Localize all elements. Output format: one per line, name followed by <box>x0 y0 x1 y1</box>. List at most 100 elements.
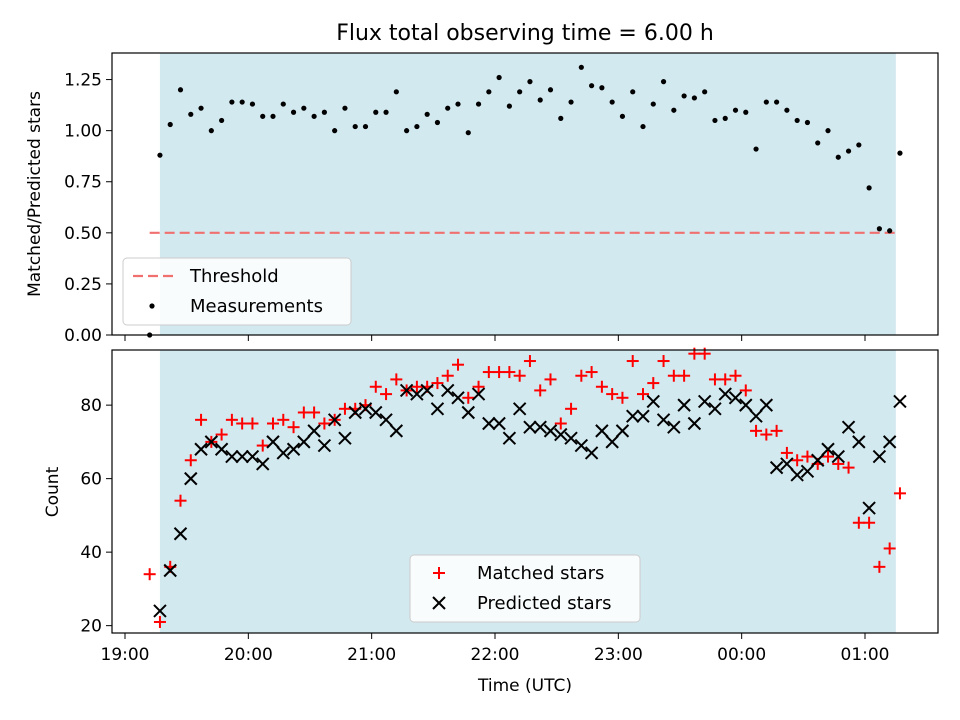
predicted-star-point <box>739 398 753 412</box>
measurement-point <box>475 101 482 107</box>
measurement-point <box>825 128 831 134</box>
predicted-star-point <box>482 416 496 431</box>
predicted-marker-b <box>636 409 650 423</box>
predicted-marker-b <box>245 449 260 464</box>
predicted-marker-b <box>430 402 445 416</box>
measurement-point <box>527 79 533 85</box>
predicted-marker-b <box>739 398 753 412</box>
matched-star-point <box>441 369 454 382</box>
matched-star-point <box>575 369 588 382</box>
predicted-marker-b <box>338 431 352 445</box>
legend-matched-label: Matched stars <box>477 563 604 584</box>
matched-star-point <box>822 450 834 463</box>
predicted-marker-b <box>173 527 188 541</box>
measurement-point <box>219 117 225 124</box>
predicted-star-point <box>327 413 342 427</box>
predicted-marker-b <box>317 438 332 453</box>
predicted-marker-b <box>677 398 691 412</box>
matched-star-point <box>801 450 814 463</box>
bottom-y-tick-label: 40 <box>80 543 102 563</box>
matched-star-point <box>390 373 403 386</box>
predicted-star-point <box>554 427 568 442</box>
measurement-point <box>414 123 420 130</box>
matched-star-point <box>369 380 382 393</box>
legend-measurements-label: Measurements <box>190 296 323 317</box>
predicted-star-point <box>697 394 712 409</box>
measurement-point <box>393 89 399 95</box>
predicted-marker-b <box>533 420 547 434</box>
predicted-marker-b <box>811 453 825 467</box>
bottom-axes-frame <box>111 349 939 634</box>
top-y-tick-label: 0.00 <box>64 326 102 346</box>
top-y-tick-label: 0.50 <box>64 224 102 244</box>
predicted-star-point <box>646 394 660 409</box>
measurement-point <box>599 85 605 91</box>
measurement-point <box>506 103 512 109</box>
measurement-point <box>815 140 821 146</box>
measurement-point <box>835 154 841 160</box>
predicted-star-point <box>389 424 404 438</box>
predicted-marker-b <box>780 457 794 471</box>
measurement-point <box>280 101 286 107</box>
matched-star-point <box>616 391 629 404</box>
predicted-star-point <box>790 468 804 482</box>
predicted-star-point <box>543 424 558 438</box>
predicted-star-point <box>245 449 260 464</box>
predicted-marker-b <box>348 405 362 420</box>
matched-star-point <box>287 421 300 434</box>
predicted-marker-b <box>543 424 558 438</box>
matched-star-point <box>462 391 475 404</box>
predicted-star-point <box>811 453 825 467</box>
measurement-point <box>876 226 882 232</box>
measurement-point <box>434 119 441 126</box>
predicted-star-point <box>656 413 671 427</box>
predicted-star-point <box>184 471 198 486</box>
predicted-star-point <box>759 398 774 412</box>
predicted-marker-b <box>389 424 404 438</box>
matched-star-point <box>606 388 619 401</box>
predicted-star-point <box>667 420 681 434</box>
top-legend: Threshold Measurements <box>122 257 352 326</box>
predicted-marker-b <box>656 413 671 427</box>
bottom-y-tick-label: 20 <box>80 617 102 637</box>
measurement-point <box>486 89 492 95</box>
measurement-point <box>681 93 687 99</box>
predicted-marker-b <box>605 435 619 449</box>
measurement-point <box>856 142 862 148</box>
predicted-star-point <box>862 501 876 515</box>
matched-star-point <box>760 428 773 441</box>
predicted-marker-b <box>893 394 907 409</box>
matched-star-point <box>893 487 906 500</box>
predicted-star-point <box>307 424 321 438</box>
predicted-star-point <box>225 449 239 464</box>
matched-star-point <box>246 417 259 430</box>
predicted-star-point <box>841 420 856 434</box>
count-points <box>143 347 907 628</box>
bottom-panel: 20 40 60 80 19:00 20:00 21:00 22:00 23:00 00:00 0… <box>43 347 939 696</box>
predicted-marker-b <box>482 416 496 431</box>
measurement-point <box>157 152 163 158</box>
predicted-star-point <box>769 460 784 475</box>
predicted-marker-b <box>441 383 455 398</box>
matched-star-point <box>195 413 208 426</box>
measurement-point <box>404 128 410 134</box>
matched-star-point <box>534 384 547 397</box>
matched-star-point <box>842 461 855 474</box>
measurement-point <box>167 121 173 128</box>
predicted-star-point <box>461 405 475 420</box>
predicted-star-point <box>749 409 763 423</box>
predicted-marker-b <box>790 468 804 482</box>
predicted-marker-b <box>420 383 434 398</box>
matched-star-point <box>626 355 639 368</box>
matched-star-point <box>493 366 506 379</box>
measurement-point <box>547 87 554 93</box>
matched-star-point <box>153 615 166 628</box>
legend-predicted-label: Predicted stars <box>477 593 611 614</box>
matched-star-point <box>236 417 249 430</box>
predicted-marker-b <box>235 449 249 464</box>
predicted-marker-b <box>718 387 732 401</box>
x-tick-label: 20:00 <box>224 645 273 665</box>
matched-star-point <box>863 516 876 529</box>
matched-star-point <box>708 373 721 386</box>
predicted-marker-b <box>821 442 835 456</box>
